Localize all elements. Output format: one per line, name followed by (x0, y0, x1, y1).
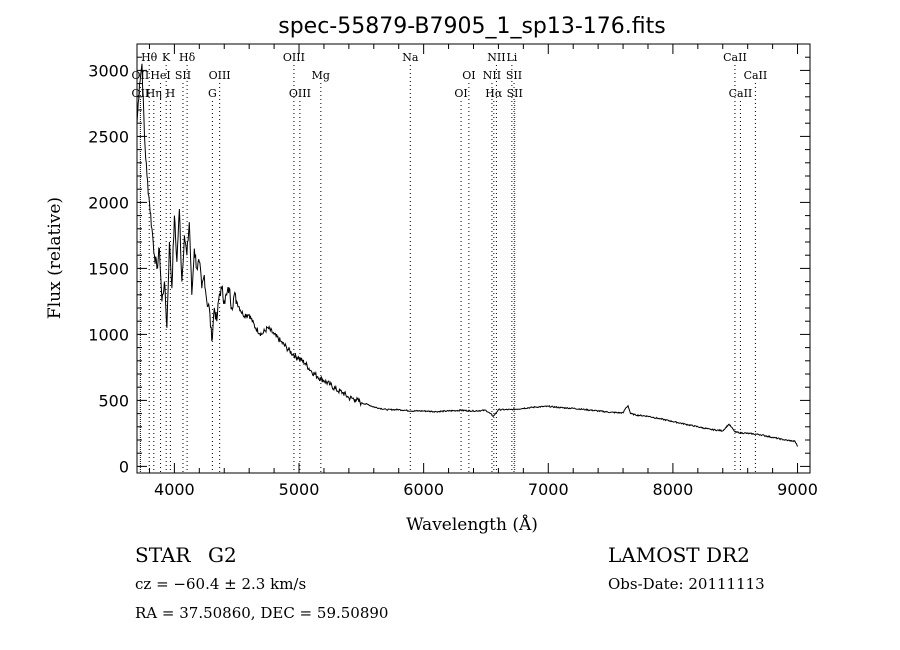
spectral-line-label-22: SII (507, 87, 523, 100)
spectral-line-label-6: OIII (209, 69, 231, 82)
spectral-line-label-1: K (162, 51, 171, 64)
spectral-line-label-9: H (166, 87, 176, 100)
spectral-line-label-4: HeI (150, 69, 170, 82)
spectral-line-label-11: OIII (283, 51, 305, 64)
spectral-line-label-5: SII (175, 69, 191, 82)
flux-series-line (136, 63, 798, 447)
x-axis-label: Wavelength (Å) (406, 514, 538, 535)
spectral-line-label-13: OIII (289, 87, 311, 100)
y-axis-label: Flux (relative) (45, 197, 65, 319)
spectral-line-label-23: CaII (723, 51, 747, 64)
survey-name: LAMOST DR2 (608, 543, 750, 567)
y-tick-label-3: 1500 (88, 259, 129, 278)
spectral-line-label-7: OII (132, 87, 150, 100)
spectral-line-label-12: Mg (312, 69, 330, 82)
spectral-line-label-16: OI (454, 87, 467, 100)
spectral-line-label-20: SII (506, 69, 522, 82)
y-tick-label-4: 2000 (88, 193, 129, 212)
y-tick-label-1: 500 (98, 391, 129, 410)
spectral-line-label-17: NII (487, 51, 505, 64)
chart-title: spec-55879-B7905_1_sp13-176.fits (278, 14, 666, 39)
spectral-line-label-0: Hθ (141, 51, 158, 64)
object-class: STAR (135, 543, 191, 567)
observation-date: Obs-Date: 20111113 (608, 575, 765, 593)
plot-frame (136, 43, 811, 474)
x-tick-label-1: 5000 (279, 480, 320, 499)
y-tick-label-0: 0 (119, 457, 129, 476)
spectral-line-label-2: Hδ (179, 51, 196, 64)
y-tick-label-5: 2500 (88, 127, 129, 146)
spectral-line-label-14: Na (402, 51, 419, 64)
coordinates: RA = 37.50860, DEC = 59.50890 (135, 604, 389, 622)
redshift-velocity: cz = −60.4 ± 2.3 km/s (135, 575, 307, 593)
spectral-line-label-21: Hα (485, 87, 503, 100)
spectral-line-label-25: CaII (729, 87, 753, 100)
x-tick-label-2: 6000 (403, 480, 444, 499)
spectral-line-label-8: Hη (146, 87, 162, 100)
spectrum-chart: spec-55879-B7905_1_sp13-176.fits Hθ K Hδ OI… (45, 14, 818, 535)
x-tick-label-0: 4000 (154, 480, 195, 499)
x-tick-label-4: 8000 (653, 480, 694, 499)
spectral-line-label-18: Li (506, 51, 517, 64)
object-subclass: G2 (208, 543, 237, 567)
spectral-line-label-24: CaII (744, 69, 768, 82)
spectral-line-label-10: G (208, 87, 217, 100)
x-tick-label-5: 9000 (777, 480, 818, 499)
spectral-line-label-15: OI (462, 69, 475, 82)
axis-ticks-layer: 4000 5000 6000 7000 8000 9000 0 500 1000 1500 2000… (88, 44, 818, 499)
y-tick-label-6: 3000 (88, 61, 129, 80)
y-tick-label-2: 1000 (88, 325, 129, 344)
x-tick-label-3: 7000 (528, 480, 569, 499)
spectral-line-label-19: NII (483, 69, 501, 82)
